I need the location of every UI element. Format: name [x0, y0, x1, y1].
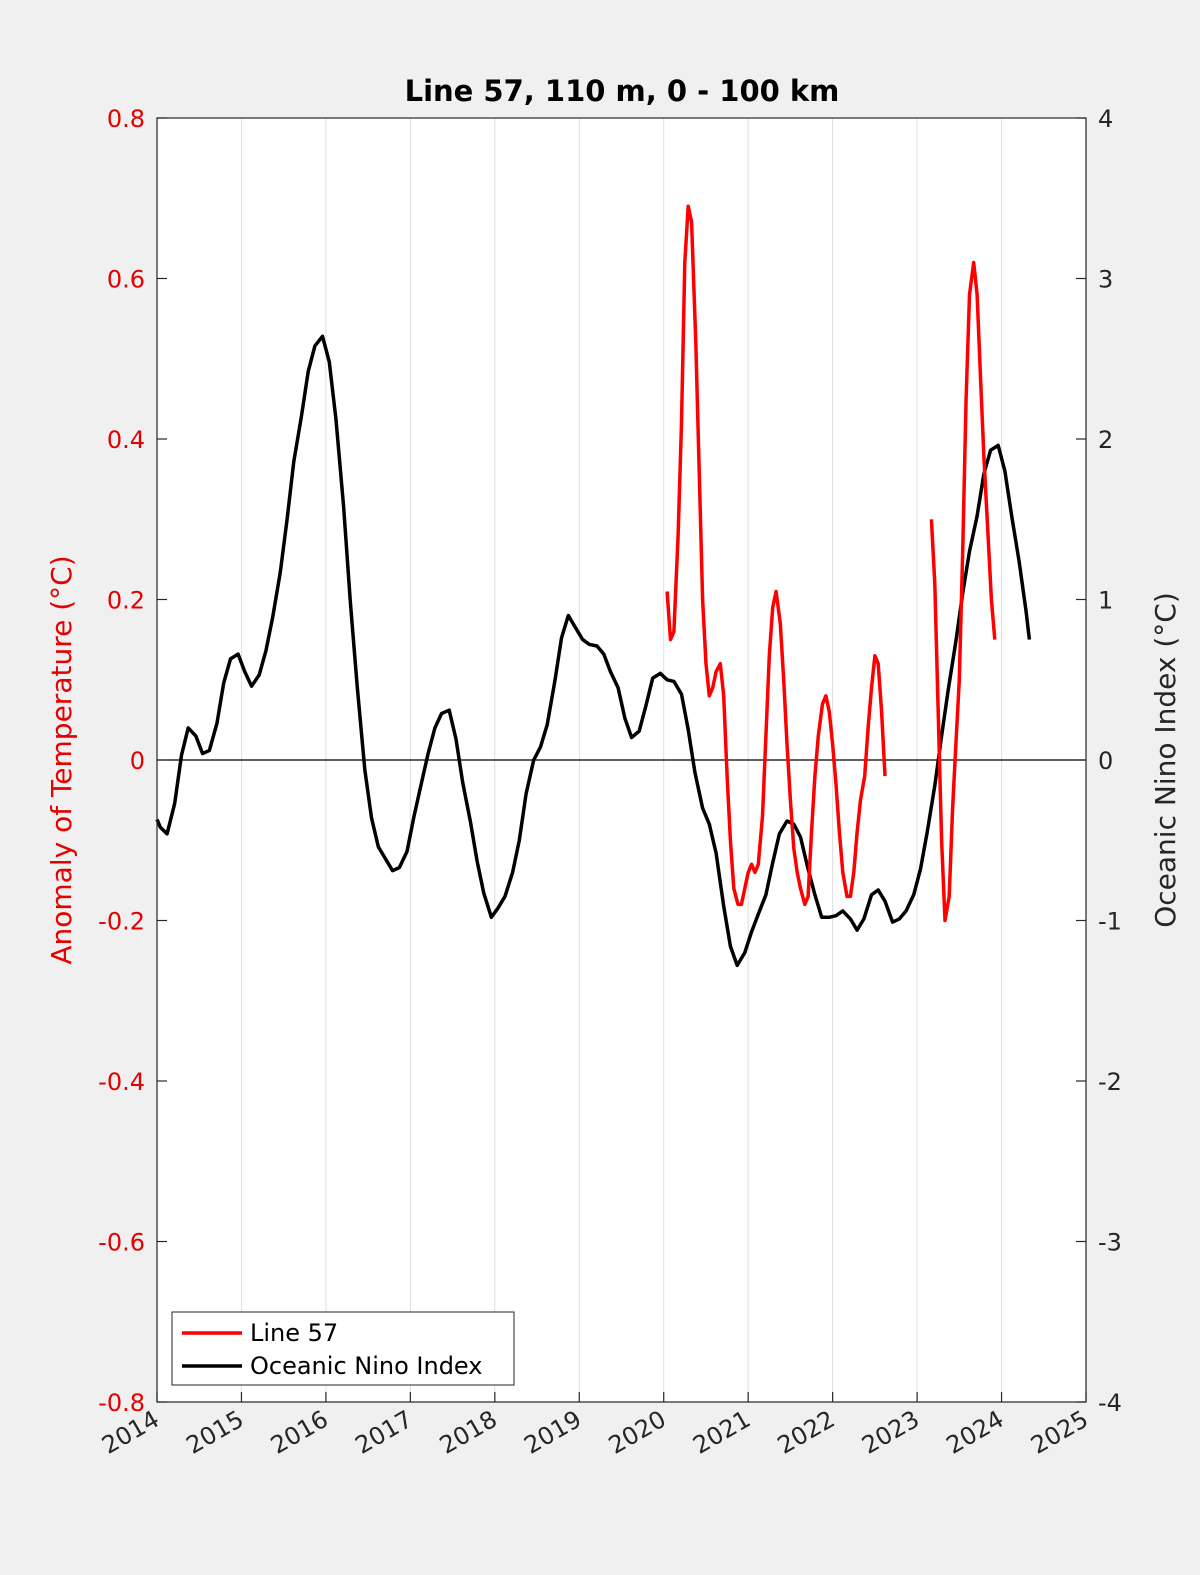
series-line-57	[929, 260, 997, 923]
left-y-tick-label: -0.8	[98, 1389, 145, 1417]
legend-label-line-57: Line 57	[250, 1319, 338, 1347]
left-y-tick-label: 0.8	[107, 105, 145, 133]
legend-label-oni: Oceanic Nino Index	[250, 1352, 482, 1380]
series-line-57	[665, 204, 887, 907]
right-y-tick-label: -2	[1098, 1068, 1122, 1096]
right-y-tick-label: 4	[1098, 105, 1113, 133]
right-y-tick-label: -4	[1098, 1389, 1122, 1417]
left-axis-title: Anomaly of Temperature (°C)	[45, 555, 78, 964]
right-y-axis: -4 -3 -2 -1 0 1 2 3 4	[1076, 105, 1122, 1417]
series-oceanic-nino-index	[155, 334, 1032, 968]
right-y-tick-label: -3	[1098, 1229, 1122, 1257]
left-y-tick-label: -0.6	[98, 1229, 145, 1257]
left-y-axis: -0.8 -0.6 -0.4 -0.2 0 0.2 0.4 0.6 0.8	[98, 105, 167, 1417]
left-y-tick-label: 0.6	[107, 266, 145, 294]
series-layer	[155, 204, 1032, 968]
left-y-tick-label: 0	[130, 747, 145, 775]
right-axis-title: Oceanic Nino Index (°C)	[1149, 592, 1182, 928]
legend-box	[171, 1311, 515, 1386]
right-y-tick-label: 3	[1098, 266, 1113, 294]
left-y-tick-label: 0.4	[107, 426, 145, 454]
legend: Line 57 Oceanic Nino Index	[171, 1311, 515, 1386]
left-y-tick-label: 0.2	[107, 587, 145, 615]
right-y-tick-label: 0	[1098, 747, 1113, 775]
left-y-tick-label: -0.4	[98, 1068, 145, 1096]
right-y-tick-label: 1	[1098, 587, 1113, 615]
left-y-tick-label: -0.2	[98, 908, 145, 936]
right-y-tick-label: -1	[1098, 908, 1122, 936]
right-y-tick-label: 2	[1098, 426, 1113, 454]
chart-title: Line 57, 110 m, 0 - 100 km	[405, 74, 840, 108]
